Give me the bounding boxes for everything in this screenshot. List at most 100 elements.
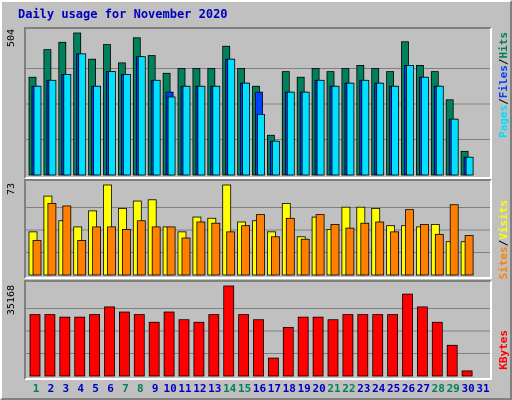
pages-bar-day-11 <box>182 85 191 176</box>
kbytes-ymax-label: 35168 <box>6 285 17 316</box>
sites-bar-day-11 <box>181 237 191 276</box>
day-label-11: 11 <box>178 382 192 395</box>
kbytes-bar-day-27 <box>416 306 428 377</box>
pages-bar-day-6 <box>108 71 116 176</box>
day-label-31: 31 <box>476 382 490 395</box>
kbytes-bar-day-24 <box>372 314 384 377</box>
kbytes-bar-day-2 <box>44 314 56 377</box>
sites-bar-day-16 <box>256 214 265 276</box>
sites-bar-day-27 <box>419 224 429 276</box>
sites-bar-day-18 <box>285 217 295 276</box>
day-label-22: 22 <box>342 382 356 395</box>
sites-bar-day-17 <box>270 236 280 276</box>
day-label-10: 10 <box>163 382 177 395</box>
kbytes-bar-day-7 <box>119 311 130 377</box>
kbytes-bar-day-5 <box>89 314 100 377</box>
pages-bar-day-10 <box>167 96 176 176</box>
visits-ymax-label: 73 <box>6 183 17 196</box>
sites-bar-day-3 <box>62 205 72 276</box>
hits-files-pages-plot <box>26 32 490 176</box>
sites-bar-day-25 <box>390 231 400 276</box>
sites-bar-day-2 <box>47 203 57 276</box>
kbytes-bar-day-26 <box>402 293 413 377</box>
sites-bar-day-6 <box>107 226 116 276</box>
kbytes-bar-day-8 <box>133 314 145 377</box>
pages-bar-day-9 <box>152 79 161 176</box>
legend-slash-2: / <box>497 58 510 66</box>
day-label-4: 4 <box>77 382 84 395</box>
day-label-24: 24 <box>372 382 386 395</box>
kbytes-bar-day-9 <box>148 321 160 377</box>
day-label-19: 19 <box>297 382 311 395</box>
day-label-5: 5 <box>92 382 99 395</box>
pages-bar-day-3 <box>63 74 72 176</box>
hits-files-pages-panel <box>24 27 492 179</box>
kbytes-bar-day-30 <box>461 370 473 377</box>
pages-bar-day-12 <box>197 85 206 176</box>
kbytes-bar-day-19 <box>297 316 309 377</box>
kbytes-bar-day-18 <box>282 326 294 377</box>
day-label-30: 30 <box>461 382 475 395</box>
sites-bar-day-7 <box>122 228 131 276</box>
day-label-27: 27 <box>416 382 431 395</box>
day-label-15: 15 <box>237 382 252 395</box>
pages-bar-day-13 <box>212 85 221 176</box>
sites-bar-day-15 <box>241 225 251 276</box>
kbytes-bar-day-23 <box>357 314 369 377</box>
sites-bar-day-10 <box>166 226 176 276</box>
day-label-12: 12 <box>193 382 207 395</box>
visits-sites-panel <box>24 179 492 279</box>
kbytes-plot <box>26 285 490 377</box>
pages-bar-day-21 <box>331 85 340 176</box>
kbytes-bar-day-11 <box>178 319 190 377</box>
pages-bar-day-1 <box>33 85 42 176</box>
pages-bar-day-23 <box>361 79 370 176</box>
day-label-21: 21 <box>327 382 341 395</box>
sites-bar-day-28 <box>434 233 444 276</box>
visits-sites-plot <box>26 184 490 276</box>
sites-bar-day-29 <box>449 204 459 276</box>
sites-bar-day-23 <box>360 222 370 276</box>
sites-bar-day-8 <box>136 220 146 276</box>
pages-bar-day-26 <box>406 65 414 176</box>
legend-kbytes: KBytes <box>497 330 510 370</box>
legend-pages: Pages <box>497 104 510 138</box>
kbytes-bar-day-1 <box>29 314 41 377</box>
day-label-3: 3 <box>62 382 70 395</box>
day-label-23: 23 <box>357 382 371 395</box>
day-label-17: 17 <box>267 382 282 395</box>
day-label-29: 29 <box>446 382 460 395</box>
day-label-25: 25 <box>386 382 401 395</box>
kbytes-bar-day-28 <box>431 321 443 377</box>
legend-sites: Sites <box>497 246 510 280</box>
sites-bar-day-1 <box>32 240 42 276</box>
sites-bar-day-14 <box>226 231 236 276</box>
sites-bar-day-12 <box>196 221 206 276</box>
legend-hits: Hits <box>497 32 510 59</box>
sites-bar-day-24 <box>375 221 385 276</box>
pages-bar-day-17 <box>271 140 280 176</box>
pages-bar-day-22 <box>346 82 355 176</box>
pages-bar-day-18 <box>286 91 295 176</box>
day-label-13: 13 <box>208 382 222 395</box>
legend-visits: Visits <box>497 200 510 240</box>
day-label-9: 9 <box>151 382 159 395</box>
day-label-1: 1 <box>32 382 40 395</box>
kbytes-bar-day-10 <box>163 311 175 377</box>
day-label-2: 2 <box>47 382 55 395</box>
pages-bar-day-29 <box>450 118 459 176</box>
pages-bar-day-2 <box>48 79 57 176</box>
day-label-16: 16 <box>252 382 267 395</box>
sites-bar-day-30 <box>464 235 474 276</box>
sites-bar-day-5 <box>92 226 101 276</box>
legend-slash-1: / <box>497 98 510 105</box>
pages-bar-day-14 <box>227 58 236 176</box>
kbytes-bar-day-29 <box>446 344 458 377</box>
day-label-28: 28 <box>431 382 445 395</box>
kbytes-bar-day-17 <box>267 357 279 377</box>
pages-bar-day-25 <box>391 85 400 176</box>
kbytes-bar-day-14 <box>223 285 235 377</box>
day-label-7: 7 <box>122 382 129 395</box>
kbytes-bar-day-22 <box>342 314 354 377</box>
pages-bar-day-19 <box>301 91 310 176</box>
